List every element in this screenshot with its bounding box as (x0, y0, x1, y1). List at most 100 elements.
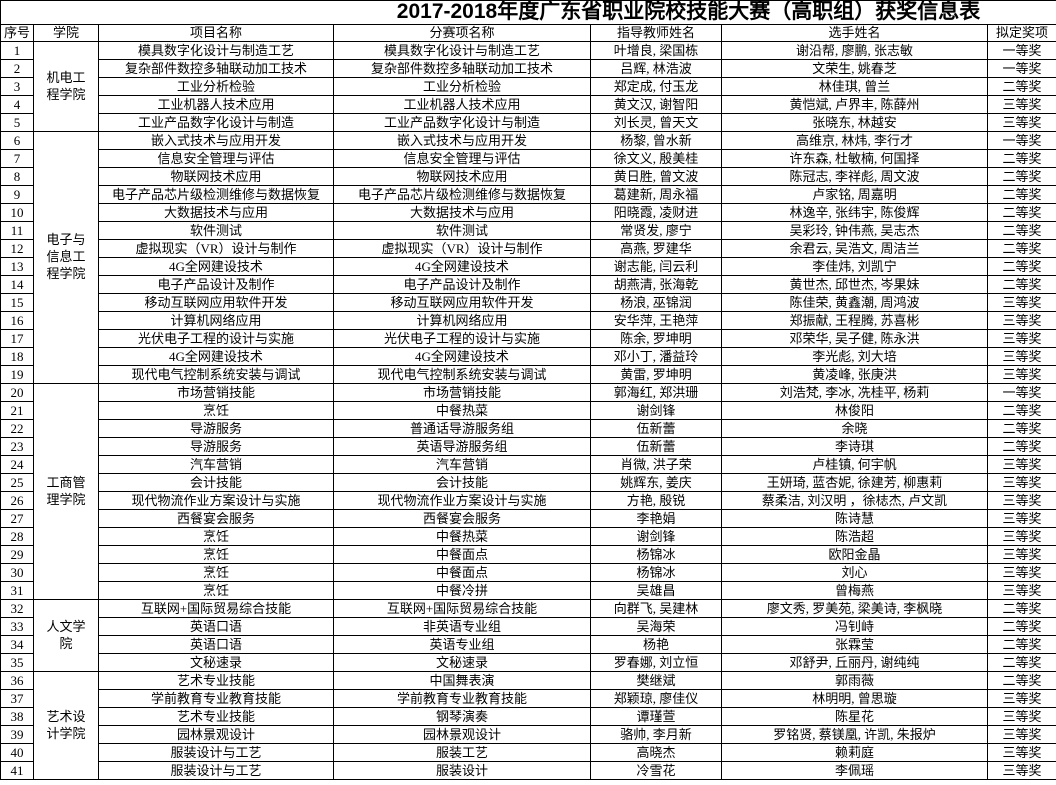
cell-seq: 31 (0, 581, 34, 600)
cell-award: 三等奖 (986, 527, 1056, 546)
cell-teachers: 伍新蕾 (590, 437, 722, 456)
header-project: 项目名称 (98, 24, 334, 42)
cell-teachers: 姚辉东, 姜庆 (590, 473, 722, 492)
cell-teachers: 徐文义, 殷美桂 (590, 149, 722, 168)
cell-award: 二等奖 (986, 275, 1056, 294)
cell-award: 三等奖 (986, 473, 1056, 492)
cell-seq: 5 (0, 113, 34, 132)
cell-teachers: 方艳, 殷锐 (590, 491, 722, 510)
cell-project: 虚拟现实（VR）设计与制作 (98, 239, 334, 258)
cell-event: 文秘速录 (333, 653, 591, 672)
cell-teachers: 葛建新, 周永福 (590, 185, 722, 204)
page-title: 2017-2018年度广东省职业院校技能大赛（高职组）获奖信息表 (0, 0, 1056, 25)
cell-project: 服装设计与工艺 (98, 743, 334, 762)
cell-students: 余君云, 吴浩文, 周洁兰 (721, 239, 988, 258)
table-row: 36 艺术设计学院 艺术专业技能 中国舞表演 樊继斌 郭雨薇 二等奖 (0, 671, 1056, 780)
page-title-text: 2017-2018年度广东省职业院校技能大赛（高职组）获奖信息表 (396, 0, 981, 24)
cell-teachers: 谢志能, 闫云利 (590, 257, 722, 276)
cell-seq: 18 (0, 347, 34, 366)
cell-seq: 1 (0, 41, 34, 60)
cell-students: 廖文秀, 罗美苑, 梁美诗, 李枫晓 (721, 599, 988, 618)
cell-seq: 17 (0, 329, 34, 348)
cell-teachers: 樊继斌 (590, 671, 722, 690)
cell-award: 三等奖 (986, 707, 1056, 726)
cell-seq: 24 (0, 455, 34, 474)
cell-award: 三等奖 (986, 689, 1056, 708)
cell-students: 陈冠志, 李祥彪, 周文波 (721, 167, 988, 186)
cell-teachers: 高晓杰 (590, 743, 722, 762)
cell-project: 烹饪 (98, 581, 334, 600)
cell-seq: 14 (0, 275, 34, 294)
cell-seq: 30 (0, 563, 34, 582)
cell-seq: 25 (0, 473, 34, 492)
cell-seq: 10 (0, 203, 34, 222)
cell-seq: 29 (0, 545, 34, 564)
cell-project: 互联网+国际贸易综合技能 (98, 599, 334, 618)
college-name: 电子与信息工程学院 (46, 232, 86, 281)
cell-students: 林俊阳 (721, 401, 988, 420)
cell-project: 工业产品数字化设计与制造 (98, 113, 334, 132)
cell-teachers: 杨艳 (590, 635, 722, 654)
cell-event: 中餐热菜 (333, 401, 591, 420)
cell-event: 学前教育专业教育技能 (333, 689, 591, 708)
cell-project: 电子产品设计及制作 (98, 275, 334, 294)
cell-event: 4G全网建设技术 (333, 257, 591, 276)
cell-project: 4G全网建设技术 (98, 347, 334, 366)
cell-students: 黄世杰, 邱世杰, 岑果妹 (721, 275, 988, 294)
cell-project: 导游服务 (98, 437, 334, 456)
cell-award: 三等奖 (986, 293, 1056, 312)
cell-award: 二等奖 (986, 257, 1056, 276)
cell-event: 嵌入式技术与应用开发 (333, 131, 591, 150)
cell-award: 二等奖 (986, 653, 1056, 672)
cell-teachers: 吕辉, 林浩波 (590, 59, 722, 78)
header-event: 分赛项名称 (333, 24, 591, 42)
table-row: 28 烹饪 中餐热菜 谢剑锋 陈浩超 三等奖 (0, 527, 1056, 546)
cell-project: 复杂部件数控多轴联动加工技术 (98, 59, 334, 78)
table-row: 33 英语口语 非英语专业组 吴海荣 冯钊峙 二等奖 (0, 617, 1056, 636)
cell-seq: 33 (0, 617, 34, 636)
cell-seq: 23 (0, 437, 34, 456)
cell-event: 虚拟现实（VR）设计与制作 (333, 239, 591, 258)
cell-teachers: 伍新蕾 (590, 419, 722, 438)
cell-event: 会计技能 (333, 473, 591, 492)
cell-award: 三等奖 (986, 743, 1056, 762)
cell-seq: 4 (0, 95, 34, 114)
cell-seq: 36 (0, 671, 34, 690)
cell-students: 邓荣华, 吴子健, 陈永洪 (721, 329, 988, 348)
cell-project: 工业分析检验 (98, 77, 334, 96)
cell-teachers: 谭瑾萱 (590, 707, 722, 726)
table-row: 34 英语口语 英语专业组 杨艳 张霖莹 二等奖 (0, 635, 1056, 654)
table-row: 27 西餐宴会服务 西餐宴会服务 李艳娟 陈诗慧 三等奖 (0, 509, 1056, 528)
cell-award: 二等奖 (986, 635, 1056, 654)
table-row: 16 计算机网络应用 计算机网络应用 安华萍, 王艳萍 郑振献, 王程腾, 苏喜彬 三等奖 (0, 311, 1056, 330)
header-award: 拟定奖项 (986, 24, 1056, 42)
cell-students: 黄凌峰, 张庚洪 (721, 365, 988, 384)
cell-event: 复杂部件数控多轴联动加工技术 (333, 59, 591, 78)
table-row: 24 汽车营销 汽车营销 肖微, 洪子荣 卢桂镇, 何宇帆 三等奖 (0, 455, 1056, 474)
cell-event: 中餐冷拼 (333, 581, 591, 600)
cell-project: 烹饪 (98, 527, 334, 546)
cell-seq: 28 (0, 527, 34, 546)
table-row: 2 复杂部件数控多轴联动加工技术 复杂部件数控多轴联动加工技术 吕辉, 林浩波 文荣生,… (0, 59, 1056, 78)
cell-project: 英语口语 (98, 617, 334, 636)
cell-seq: 34 (0, 635, 34, 654)
table-row: 7 信息安全管理与评估 信息安全管理与评估 徐文义, 殷美桂 许东森, 杜敏楠, 何国择… (0, 149, 1056, 168)
cell-event: 汽车营销 (333, 455, 591, 474)
table-row: 17 光伏电子工程的设计与实施 光伏电子工程的设计与实施 陈余, 罗坤明 邓荣华, 吴子… (0, 329, 1056, 348)
title-row: 2017-2018年度广东省职业院校技能大赛（高职组）获奖信息表 (0, 0, 1056, 25)
cell-college: 工商管理学院 (33, 383, 99, 600)
cell-seq: 15 (0, 293, 34, 312)
college-name: 机电工程学院 (46, 69, 86, 102)
cell-seq: 41 (0, 761, 34, 780)
table-row: 25 会计技能 会计技能 姚辉东, 姜庆 王妍琦, 蓝杏妮, 徐建芳, 柳惠莉 三等奖 (0, 473, 1056, 492)
cell-teachers: 黄日胜, 曾文波 (590, 167, 722, 186)
cell-students: 高维京, 林炜, 李行才 (721, 131, 988, 150)
cell-teachers: 杨浪, 巫锦润 (590, 293, 722, 312)
cell-seq: 20 (0, 383, 34, 402)
cell-teachers: 邓小丁, 潘益玲 (590, 347, 722, 366)
table-row: 41 服装设计与工艺 服装设计 冷雪花 李佩瑶 三等奖 (0, 761, 1056, 780)
cell-students: 陈浩超 (721, 527, 988, 546)
cell-project: 现代电气控制系统安装与调试 (98, 365, 334, 384)
cell-college: 艺术设计学院 (33, 671, 99, 780)
cell-teachers: 高燕, 罗建华 (590, 239, 722, 258)
